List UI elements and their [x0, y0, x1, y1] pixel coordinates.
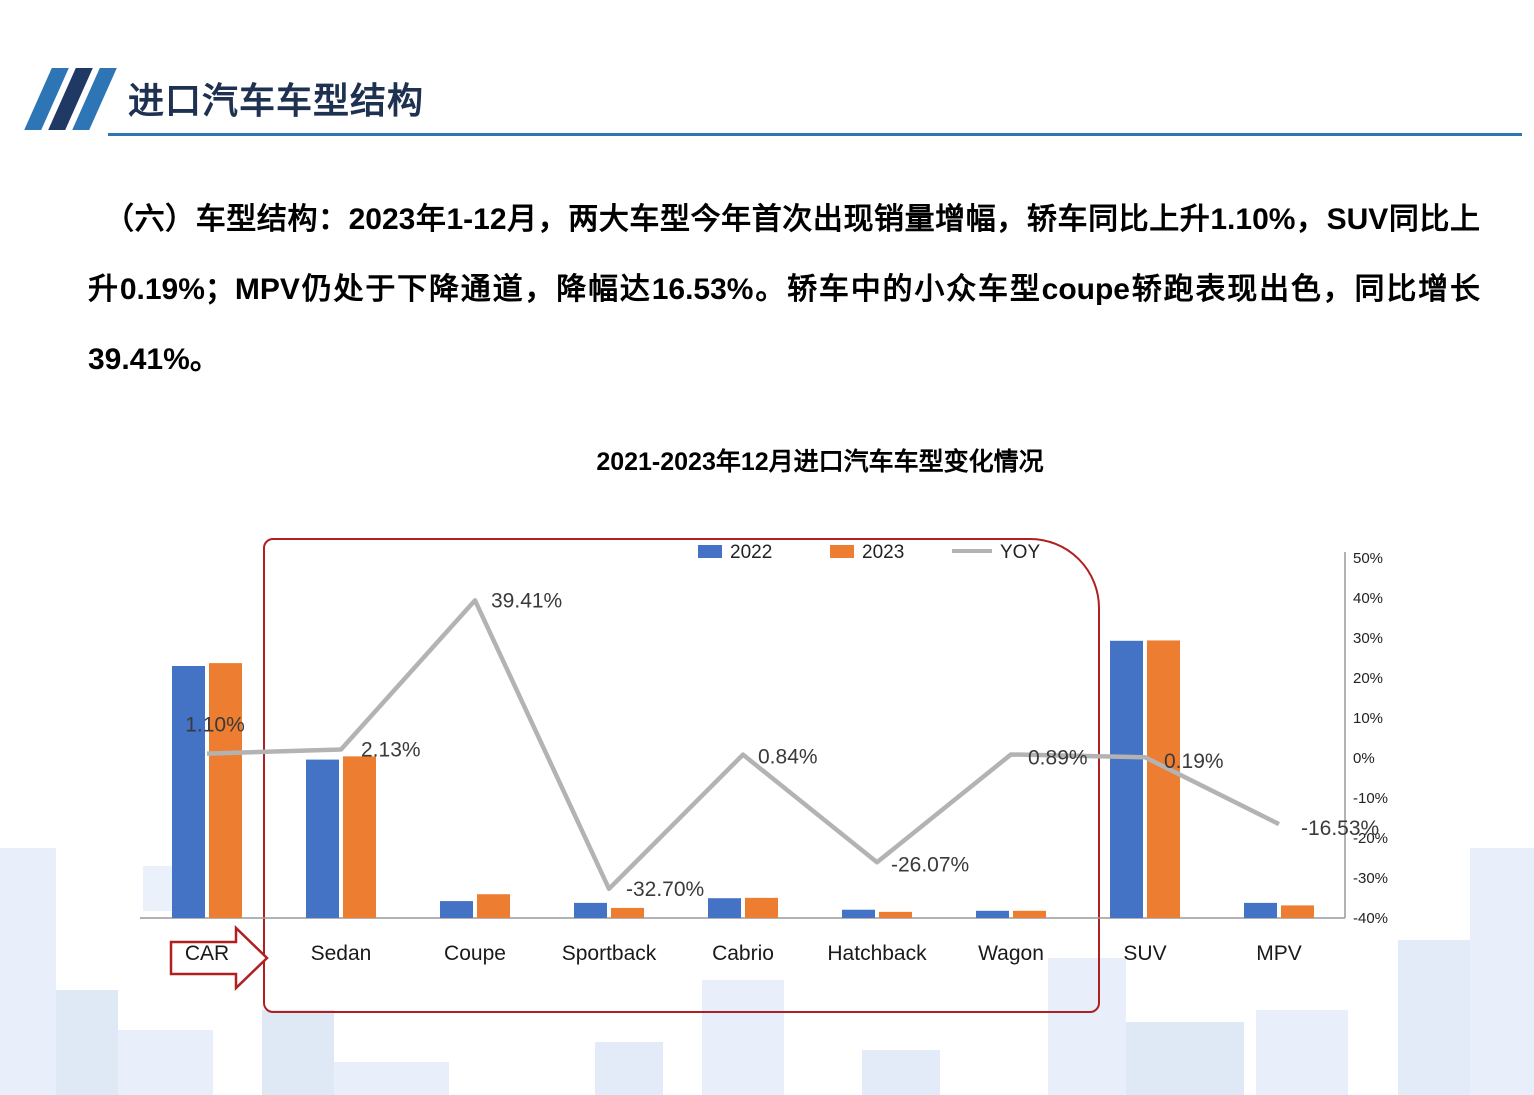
background-deco-block [702, 980, 784, 1095]
category-label-Sportback: Sportback [562, 942, 657, 965]
right-axis-tick-label: 30% [1353, 630, 1383, 647]
legend-label: 2022 [730, 542, 772, 563]
bar-2023-SUV [1147, 640, 1180, 918]
bar-2022-Cabrio [708, 898, 741, 918]
highlight-box [263, 538, 1100, 1013]
right-axis-tick-label: -10% [1353, 790, 1388, 807]
yoy-data-label: 39.41% [491, 589, 562, 612]
bar-2022-Sedan [306, 759, 339, 918]
yoy-data-label: 2.13% [361, 738, 421, 761]
category-label-Cabrio: Cabrio [712, 942, 774, 965]
yoy-data-label: -32.70% [626, 878, 704, 901]
yoy-data-label: -26.07% [891, 853, 969, 876]
background-deco-block [56, 990, 118, 1095]
bar-2023-MPV [1281, 905, 1314, 918]
yoy-data-label: 0.89% [1028, 746, 1088, 769]
bar-2022-Wagon [976, 910, 1009, 918]
yoy-data-label: 1.10% [185, 714, 245, 737]
bar-2023-Wagon [1013, 910, 1046, 918]
page-title: 进口汽车车型结构 [128, 80, 425, 121]
background-deco-block [262, 1010, 334, 1095]
bar-2022-Hatchback [842, 909, 875, 918]
right-axis-tick-label: 10% [1353, 710, 1383, 727]
bar-2022-SUV [1110, 640, 1143, 918]
yoy-data-label: 0.84% [758, 746, 818, 769]
background-deco-block [334, 1062, 449, 1095]
bar-2023-Hatchback [879, 911, 912, 918]
right-axis-tick-label: -20% [1353, 830, 1388, 847]
right-axis-tick-label: 40% [1353, 590, 1383, 607]
background-deco-block [1256, 1010, 1348, 1095]
right-axis-tick-label: 0% [1353, 750, 1375, 767]
legend-swatch-2023 [830, 545, 854, 558]
category-label-CAR: CAR [185, 942, 229, 965]
car-arrow-icon [169, 925, 269, 991]
background-deco-block [595, 1042, 663, 1095]
bar-2022-CAR [172, 666, 205, 918]
category-label-Sedan: Sedan [311, 942, 372, 965]
chart-title: 2021-2023年12月进口汽车车型变化情况 [596, 448, 1044, 476]
legend-swatch-2022 [698, 545, 722, 558]
bar-2023-Sportback [611, 907, 644, 918]
right-axis-tick-label: -40% [1353, 910, 1388, 927]
bar-2022-Coupe [440, 901, 473, 918]
background-deco-block [1126, 1022, 1244, 1095]
bar-2023-Cabrio [745, 897, 778, 918]
legend-label: 2023 [862, 542, 904, 563]
yoy-data-label: 0.19% [1164, 750, 1224, 773]
category-label-MPV: MPV [1256, 942, 1302, 965]
legend-label: YOY [1000, 542, 1040, 563]
logo-icon [24, 68, 120, 132]
category-label-SUV: SUV [1123, 942, 1166, 965]
background-deco-block [118, 1030, 213, 1095]
background-deco-block [862, 1050, 940, 1095]
category-label-Wagon: Wagon [978, 942, 1044, 965]
summary-paragraph: （六）车型结构：2023年1-12月，两大车型今年首次出现销量增幅，轿车同比上升… [88, 203, 1480, 376]
bar-2022-Sportback [574, 902, 607, 918]
title-underline [108, 133, 1522, 136]
bar-2023-Sedan [343, 756, 376, 918]
background-deco-block [1398, 940, 1470, 1095]
bar-2023-Coupe [477, 894, 510, 918]
right-axis-tick-label: -30% [1353, 870, 1388, 887]
right-axis-tick-label: 50% [1353, 550, 1383, 567]
yoy-data-label: -16.53% [1301, 817, 1379, 840]
bar-2022-MPV [1244, 902, 1277, 918]
bar-2023-CAR [209, 663, 242, 918]
category-label-Coupe: Coupe [444, 942, 506, 965]
right-axis-tick-label: 20% [1353, 670, 1383, 687]
background-deco-block [0, 848, 56, 1095]
yoy-line [206, 598, 1281, 892]
category-label-Hatchback: Hatchback [827, 942, 927, 965]
background-deco-block [1470, 848, 1534, 1095]
